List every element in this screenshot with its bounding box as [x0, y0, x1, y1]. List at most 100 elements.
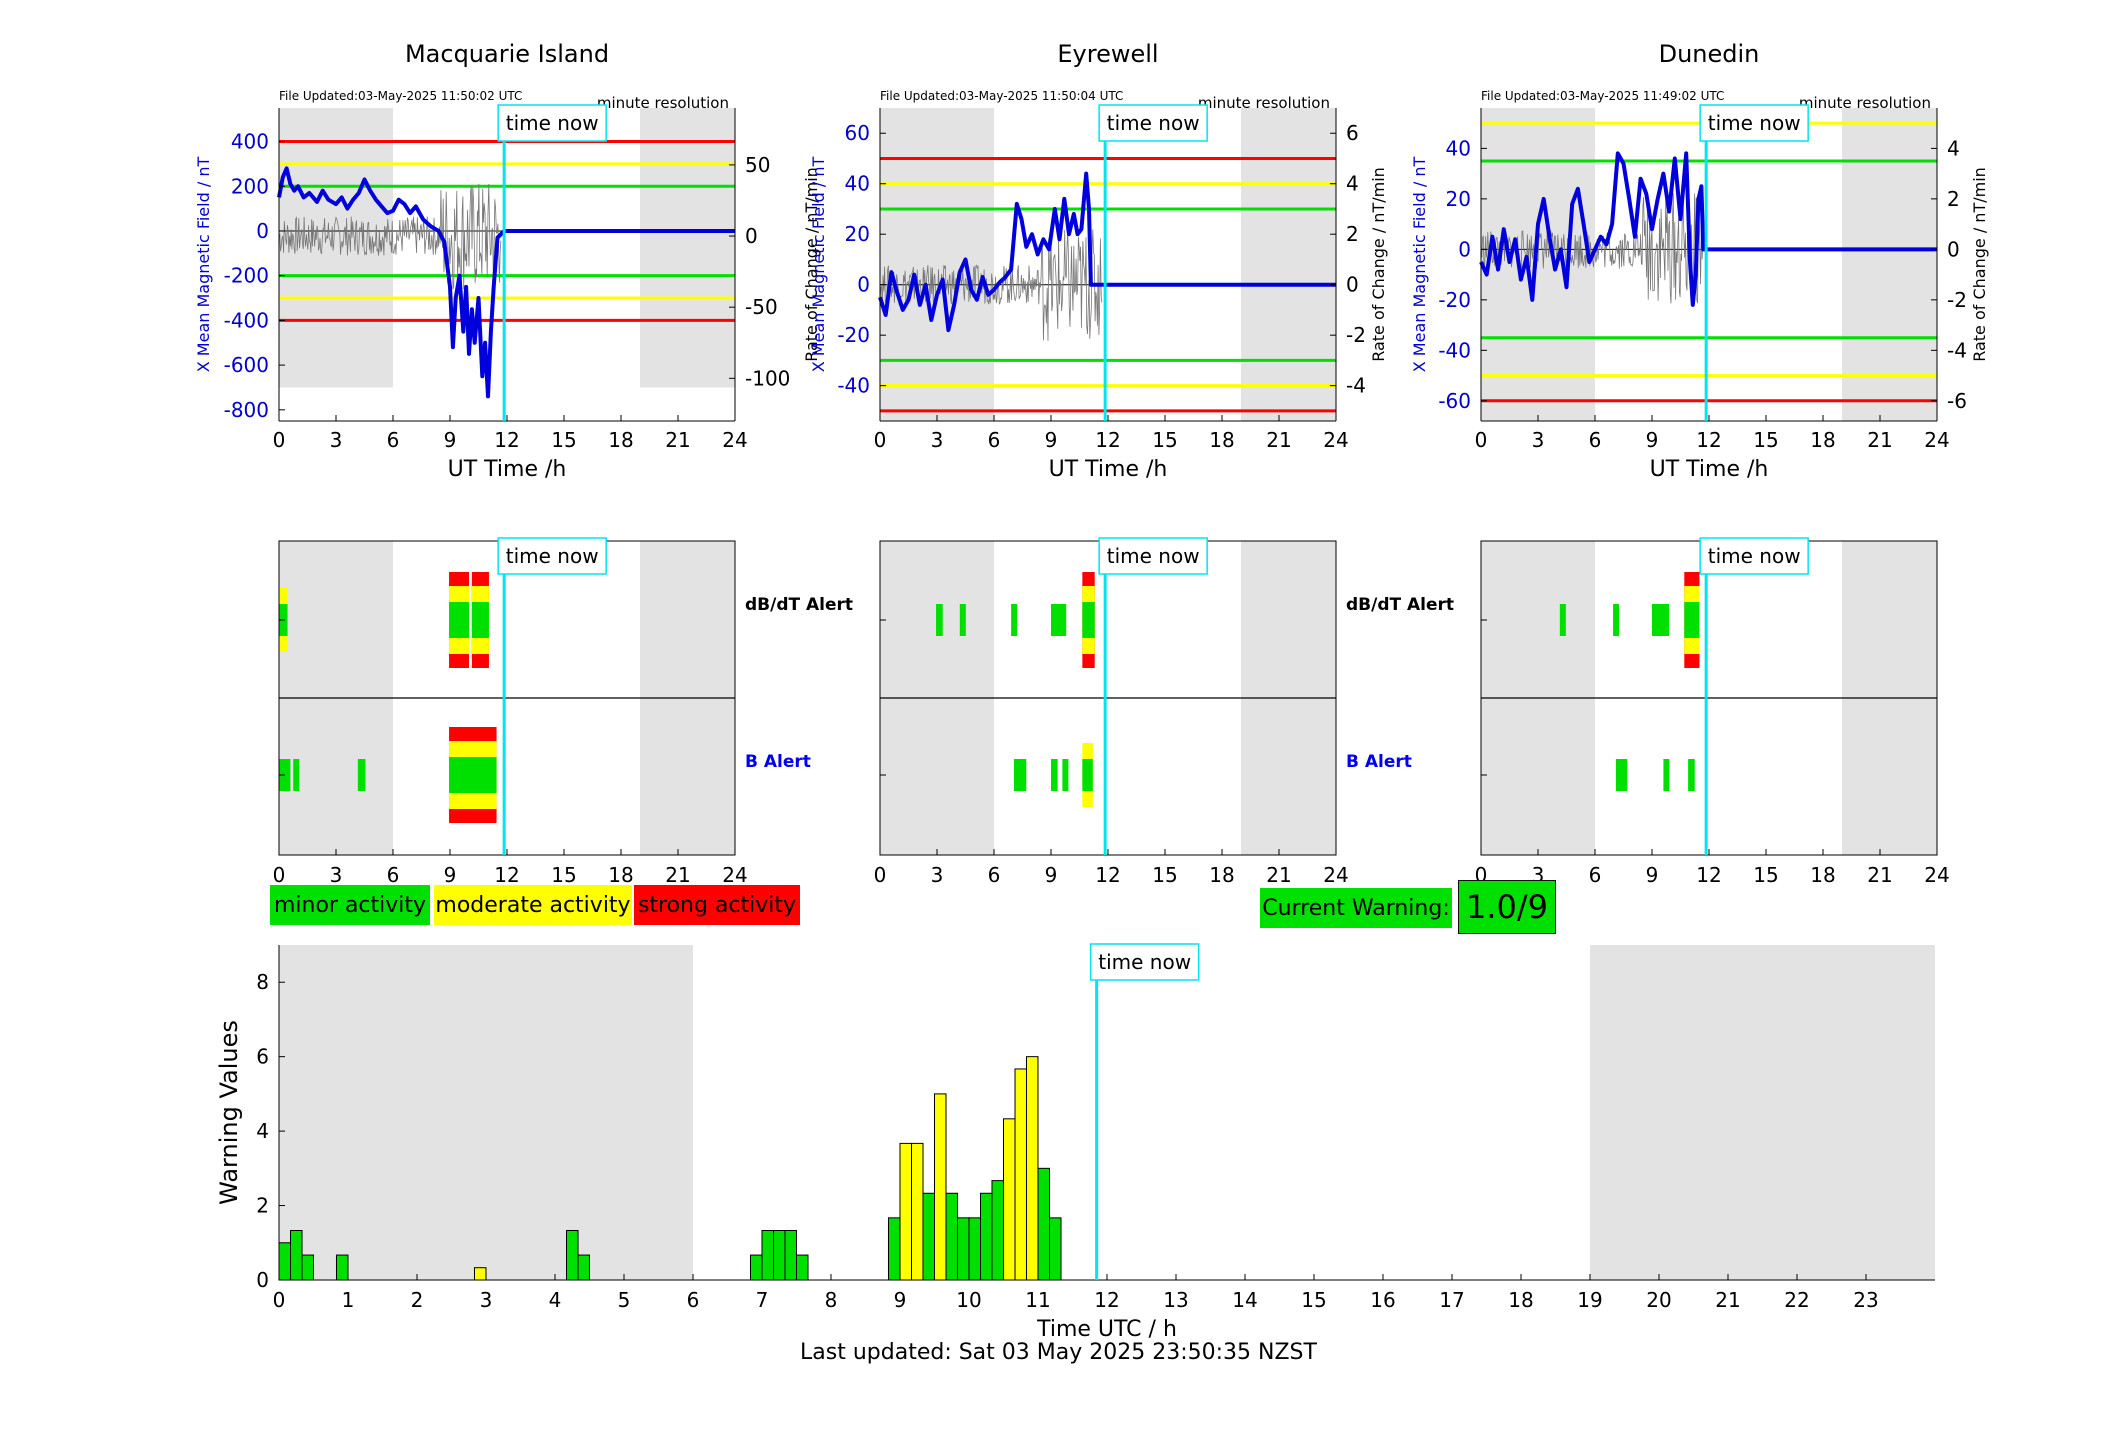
legend-moderate-activity: moderate activity	[434, 885, 632, 925]
station-3-ytick-label: 20	[1446, 187, 1471, 211]
warning-xtick-label: 10	[956, 1288, 981, 1312]
station-2-ytick-label: 40	[845, 172, 870, 196]
station-1-xtick-label: 15	[551, 428, 576, 452]
station-2-alert-xtick-label: 24	[1323, 863, 1348, 887]
warning-xtick-label: 15	[1301, 1288, 1326, 1312]
station-1-xtick-label: 0	[273, 428, 286, 452]
station-3-ylabel: X Mean Magnetic Field / nT	[1410, 157, 1429, 373]
station-3-ytick-label: -60	[1438, 389, 1471, 413]
station-3-shade-evening	[1842, 108, 1937, 421]
station-2-b-alert-label: B Alert	[1346, 752, 1412, 772]
station-3-alert-xtick-label: 9	[1646, 863, 1659, 887]
station-2-xtick-label: 18	[1209, 428, 1234, 452]
station-1-rtick-label: 50	[745, 153, 770, 177]
station-3-b-alert-minor	[1688, 759, 1695, 791]
legend-minor-activity: minor activity	[270, 885, 430, 925]
warning-bar	[991, 1180, 1004, 1281]
warning-bar	[1025, 1056, 1039, 1281]
station-1-rate-of-change-line	[278, 183, 502, 290]
station-3-time-now-label: time now	[1708, 111, 1801, 135]
station-1-resolution: minute resolution	[597, 94, 729, 112]
station-1-alert-xtick-label: 12	[494, 863, 519, 887]
warning-bar	[1014, 1068, 1028, 1281]
station-3-b-alert-minor	[1663, 759, 1670, 791]
station-2-b-alert-minor	[1013, 759, 1027, 791]
station-1-xtick-label: 21	[665, 428, 690, 452]
station-2-rtick-label: 0	[1346, 273, 1359, 297]
station-1-title: Macquarie Island	[405, 40, 609, 68]
station-2-b-alert-minor	[1082, 759, 1093, 791]
station-3-xtick-label: 12	[1696, 428, 1721, 452]
warning-xtick-label: 20	[1646, 1288, 1671, 1312]
warning-xtick-label: 21	[1715, 1288, 1740, 1312]
station-3-rtick-label: -4	[1947, 338, 1967, 362]
station-2-alert-time-now-box	[1098, 537, 1208, 575]
warning-xtick-label: 17	[1439, 1288, 1464, 1312]
warning-ytick-label: 0	[256, 1268, 269, 1292]
warning-xtick-label: 2	[411, 1288, 424, 1312]
warning-bar	[566, 1229, 579, 1281]
station-1-xtick-label: 12	[494, 428, 519, 452]
station-3-ytick-label: 40	[1446, 136, 1471, 160]
station-1-alert-time-now-label: time now	[506, 544, 599, 568]
warning-xlabel: Time UTC / h	[1036, 1317, 1177, 1342]
station-2-xtick-label: 9	[1045, 428, 1058, 452]
warning-bar	[473, 1267, 487, 1281]
station-1-b-alert-label: B Alert	[745, 752, 811, 772]
station-1-alert-xtick-label: 3	[330, 863, 343, 887]
station-2-alert-time-now-label: time now	[1107, 544, 1200, 568]
station-2-alert-xtick-label: 0	[874, 863, 887, 887]
station-2-alert-xtick-label: 9	[1045, 863, 1058, 887]
station-1-ytick-label: -200	[224, 264, 269, 288]
station-2-rtick-label: 6	[1346, 121, 1359, 145]
station-2-alert-xtick-label: 12	[1095, 863, 1120, 887]
station-1-ytick-label: 0	[256, 219, 269, 243]
warning-xtick-label: 7	[756, 1288, 769, 1312]
station-3-alert-xtick-label: 6	[1589, 863, 1602, 887]
station-2-dbdt-alert-minor	[1011, 604, 1018, 636]
warning-xtick-label: 18	[1508, 1288, 1533, 1312]
station-3-alert-xtick-label: 18	[1810, 863, 1835, 887]
station-2-b-alert-minor	[1051, 759, 1058, 791]
station-3-file-updated: File Updated:03-May-2025 11:49:02 UTC	[1481, 89, 1724, 103]
warning-bar	[278, 1242, 291, 1281]
warning-bar	[1049, 1217, 1062, 1281]
warning-bar	[887, 1217, 901, 1281]
station-3-xtick-label: 24	[1924, 428, 1949, 452]
warning-bar	[968, 1217, 981, 1281]
station-2-xtick-label: 12	[1095, 428, 1120, 452]
station-2-rtick-label: -4	[1346, 374, 1366, 398]
station-3-alert-xtick-label: 15	[1753, 863, 1778, 887]
station-1-xtick-label: 24	[722, 428, 747, 452]
station-3-xtick-label: 6	[1589, 428, 1602, 452]
warning-time-now-box	[1089, 943, 1200, 981]
warning-time-now-label: time now	[1098, 950, 1191, 974]
station-3-alert-xtick-label: 24	[1924, 863, 1949, 887]
station-2-rtick-label: 2	[1346, 222, 1359, 246]
station-2-ytick-label: 0	[857, 273, 870, 297]
station-2-alert-xtick-label: 18	[1209, 863, 1234, 887]
station-1-alert-xtick-label: 0	[273, 863, 286, 887]
station-2-alert-xtick-label: 3	[931, 863, 944, 887]
station-3-rtick-label: 4	[1947, 136, 1960, 160]
warning-xtick-label: 6	[687, 1288, 700, 1312]
warning-bar	[911, 1142, 924, 1281]
station-1-alert-xtick-label: 9	[444, 863, 457, 887]
warning-xtick-label: 0	[273, 1288, 286, 1312]
station-3-rlabel: Rate of Change / nT/min	[1970, 167, 1989, 362]
warning-bar	[934, 1093, 947, 1281]
station-2-xlabel: UT Time /h	[1049, 457, 1168, 482]
station-2-ytick-label: -20	[837, 323, 870, 347]
station-2-alert-xtick-label: 15	[1152, 863, 1177, 887]
station-2-time-now-label: time now	[1107, 111, 1200, 135]
station-2-ytick-label: 20	[845, 222, 870, 246]
station-1-xlabel: UT Time /h	[448, 457, 567, 482]
station-3-xlabel: UT Time /h	[1650, 457, 1769, 482]
station-2-rtick-label: -2	[1346, 323, 1366, 347]
station-2-xtick-label: 24	[1323, 428, 1348, 452]
station-1-alert-xtick-label: 6	[387, 863, 400, 887]
station-1-alert-xtick-label: 15	[551, 863, 576, 887]
station-1-dbdt-alert-minor	[471, 602, 489, 638]
station-1-ytick-label: -400	[224, 308, 269, 332]
station-2-rlabel: Rate of Change / nT/min	[1369, 167, 1388, 362]
